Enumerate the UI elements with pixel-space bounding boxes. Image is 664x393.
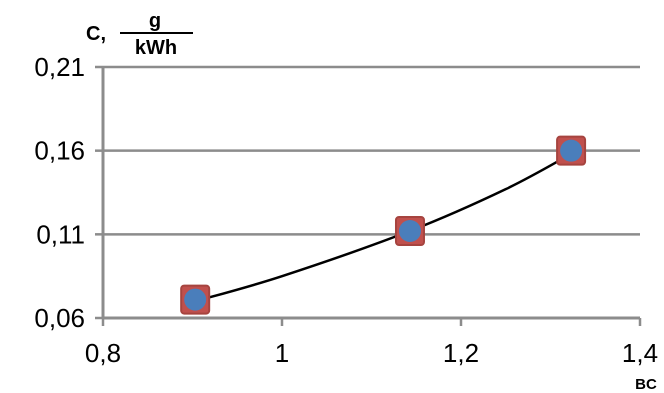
x-tick-label-3: 1,4 [622, 338, 658, 368]
y-axis-label: C, [86, 23, 106, 45]
x-axis-label: BC [635, 376, 657, 393]
x-tick-label-2: 1,2 [443, 338, 479, 368]
y-tick-label-3: 0,21 [34, 52, 85, 82]
circle-marker-0 [184, 288, 207, 311]
grid-lines [103, 65, 640, 236]
y-tick-label-1: 0,11 [36, 219, 85, 249]
circle-marker-1 [398, 219, 421, 242]
x-tick-label-0: 0,8 [85, 338, 121, 368]
trendline [194, 152, 572, 303]
x-tick-label-1: 1 [275, 338, 289, 368]
circle-marker-2 [560, 139, 583, 162]
axes [95, 65, 642, 326]
y-tick-label-0: 0,06 [34, 303, 85, 333]
tick-labels: 0,06 0,11 0,16 0,21 0,8 1 1,2 1,4 [34, 52, 658, 368]
trendline-path [194, 152, 572, 303]
y-axis-unit-denominator: kWh [135, 37, 177, 59]
y-axis-unit-numerator: g [149, 10, 161, 32]
y-tick-label-2: 0,16 [34, 136, 85, 166]
data-points [180, 135, 587, 315]
